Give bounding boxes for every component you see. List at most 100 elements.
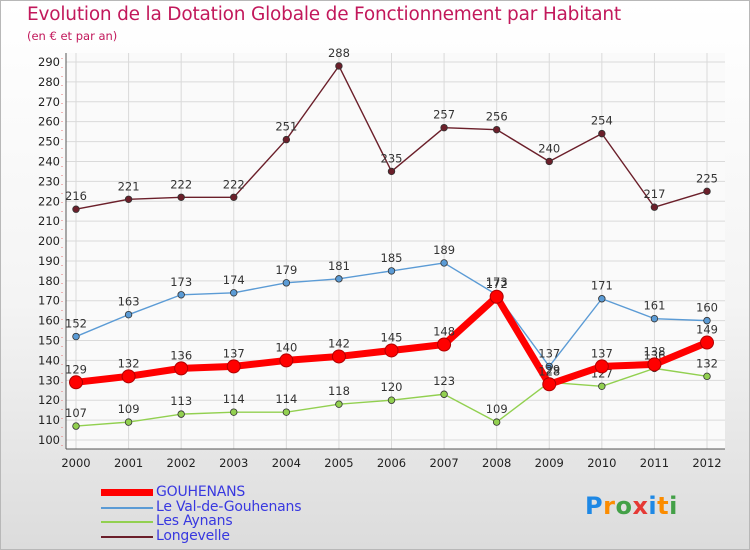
data-label: 137 bbox=[538, 346, 560, 360]
data-label: 173 bbox=[486, 275, 508, 289]
y-tick-label: 250 bbox=[38, 135, 60, 149]
data-label: 257 bbox=[433, 108, 455, 122]
series-gouhenans: 129 132 136 137 140 142 145 148 172 128 137 138 149 bbox=[65, 277, 718, 392]
y-tick-label: 220 bbox=[38, 194, 60, 208]
data-point bbox=[230, 408, 238, 416]
chart-title: Evolution de la Dotation Globale de Fonc… bbox=[27, 4, 621, 25]
y-tick-label: 290 bbox=[38, 55, 60, 69]
data-label: 254 bbox=[591, 114, 613, 128]
data-point bbox=[492, 125, 501, 134]
x-tick-label: 2002 bbox=[167, 456, 196, 470]
data-point bbox=[124, 310, 133, 319]
data-point bbox=[124, 195, 133, 203]
data-label: 160 bbox=[696, 301, 718, 315]
data-point bbox=[335, 275, 343, 283]
x-tick-label: 2004 bbox=[272, 456, 301, 470]
data-point bbox=[174, 361, 189, 376]
proxiti-logo: Proxiti bbox=[585, 492, 678, 520]
data-point bbox=[282, 279, 291, 287]
y-tick-label: 120 bbox=[38, 393, 60, 407]
data-point bbox=[440, 259, 448, 267]
data-label: 109 bbox=[486, 402, 508, 416]
y-tick-label: 140 bbox=[38, 353, 60, 367]
legend-swatch bbox=[101, 535, 153, 538]
legend-label: Le Val-de-Gouhenans bbox=[156, 498, 302, 515]
data-point bbox=[545, 362, 553, 371]
y-tick-label: 160 bbox=[38, 314, 60, 328]
data-point bbox=[72, 205, 80, 213]
data-label: 185 bbox=[381, 251, 403, 265]
data-label: 118 bbox=[328, 384, 350, 398]
data-label: 140 bbox=[275, 340, 297, 354]
data-point bbox=[647, 357, 662, 372]
legend-swatch bbox=[101, 489, 153, 496]
x-tick-label: 2000 bbox=[61, 456, 90, 470]
data-label: 174 bbox=[223, 273, 245, 287]
y-tick-label: 180 bbox=[38, 274, 60, 288]
data-point bbox=[282, 408, 291, 416]
data-label: 114 bbox=[275, 392, 297, 406]
data-point bbox=[650, 314, 659, 323]
data-point bbox=[230, 289, 238, 297]
data-point bbox=[489, 289, 504, 304]
legend-swatch bbox=[101, 506, 153, 509]
plot-area bbox=[66, 53, 725, 449]
data-label: 163 bbox=[118, 295, 140, 309]
data-point bbox=[650, 203, 659, 211]
data-point bbox=[492, 418, 501, 426]
data-point bbox=[387, 396, 396, 404]
x-tick-label: 2011 bbox=[640, 456, 669, 470]
chart-subtitle: (en € et par an) bbox=[27, 29, 118, 43]
x-tick-label: 2006 bbox=[377, 456, 406, 470]
data-point bbox=[124, 418, 133, 426]
series-les-aynans: 107109113114114118120123109129127136132 bbox=[65, 348, 718, 430]
data-label: 256 bbox=[486, 110, 508, 124]
data-point bbox=[598, 295, 606, 303]
data-label: 235 bbox=[381, 151, 403, 165]
data-label: 149 bbox=[696, 323, 718, 337]
data-label: 222 bbox=[170, 177, 192, 191]
data-label: 217 bbox=[643, 187, 665, 201]
x-tick-label: 2008 bbox=[482, 456, 511, 470]
data-label: 240 bbox=[538, 141, 560, 155]
data-point bbox=[542, 377, 557, 392]
data-point bbox=[230, 193, 238, 201]
data-point bbox=[594, 359, 609, 374]
data-label: 136 bbox=[170, 348, 192, 362]
legend-label: GOUHENANS bbox=[156, 484, 246, 500]
y-tick-label: 270 bbox=[38, 95, 60, 109]
data-point bbox=[177, 291, 185, 299]
data-point bbox=[72, 422, 80, 430]
data-label: 181 bbox=[328, 259, 350, 273]
data-point bbox=[437, 337, 452, 352]
data-point bbox=[703, 372, 711, 381]
data-label: 123 bbox=[433, 374, 455, 388]
data-label: 109 bbox=[118, 402, 140, 416]
data-point bbox=[226, 359, 241, 374]
legend-swatch bbox=[101, 521, 153, 523]
data-point bbox=[598, 382, 606, 390]
data-label: 225 bbox=[696, 171, 718, 185]
line-chart: 100 110 120 130 140 150 160 170 180 190 200 210 220 2… bbox=[38, 46, 725, 470]
data-label: 145 bbox=[381, 330, 403, 344]
data-point bbox=[598, 129, 606, 138]
y-tick-label: 200 bbox=[38, 234, 60, 248]
y-tick-label: 150 bbox=[38, 334, 60, 348]
y-tick-label: 240 bbox=[38, 154, 60, 168]
data-label: 137 bbox=[591, 346, 613, 360]
data-label: 107 bbox=[65, 406, 87, 420]
data-point bbox=[121, 369, 136, 384]
x-tick-label: 2012 bbox=[692, 456, 721, 470]
data-point bbox=[335, 400, 343, 408]
data-point bbox=[700, 335, 714, 350]
data-point bbox=[331, 349, 346, 364]
series-longevelle: 216 221 222 222 251 288 235 257 256 240 254 217 225 bbox=[65, 46, 718, 213]
data-label: 114 bbox=[223, 392, 245, 406]
data-point bbox=[177, 193, 185, 201]
data-point bbox=[384, 343, 399, 358]
x-tick-label: 2003 bbox=[219, 456, 248, 470]
y-tick-label: 210 bbox=[38, 214, 60, 228]
data-label: 171 bbox=[591, 279, 613, 293]
y-tick-label: 110 bbox=[38, 413, 60, 427]
